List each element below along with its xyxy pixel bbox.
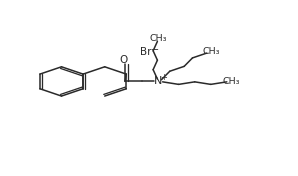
Text: CH₃: CH₃ — [223, 77, 240, 86]
Text: −: − — [150, 45, 159, 55]
Text: +: + — [161, 73, 167, 82]
Text: CH₃: CH₃ — [203, 47, 220, 56]
Text: CH₃: CH₃ — [150, 34, 167, 43]
Text: O: O — [120, 55, 128, 65]
Text: Br: Br — [140, 47, 152, 57]
Text: N: N — [154, 76, 163, 86]
